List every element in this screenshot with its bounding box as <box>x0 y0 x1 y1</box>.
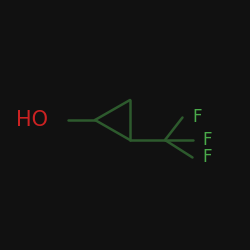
Text: F: F <box>202 131 212 149</box>
Text: F: F <box>202 148 212 166</box>
Text: F: F <box>192 108 202 126</box>
Text: HO: HO <box>16 110 48 130</box>
